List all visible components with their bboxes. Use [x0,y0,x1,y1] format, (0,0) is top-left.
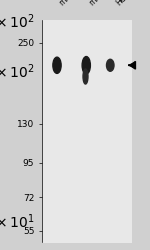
Text: Hela: Hela [114,0,133,8]
Text: m.brain: m.brain [57,0,84,8]
Text: m.liver: m.liver [87,0,112,8]
Ellipse shape [83,69,88,84]
Ellipse shape [82,56,90,74]
Ellipse shape [106,59,114,71]
Ellipse shape [53,57,61,74]
Polygon shape [130,62,135,69]
